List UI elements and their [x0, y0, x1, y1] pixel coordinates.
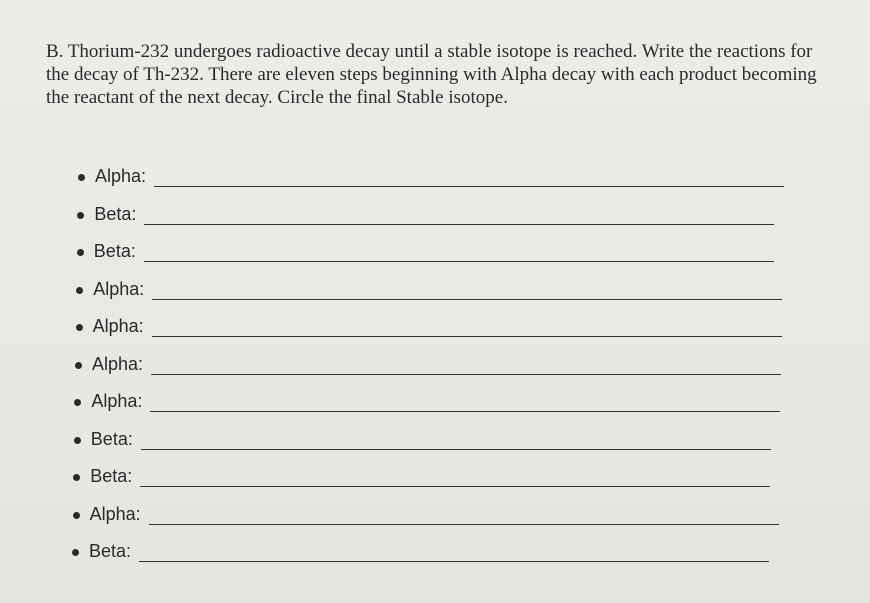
- answer-line: [151, 318, 782, 337]
- bullet: [76, 286, 84, 294]
- answer-line: [143, 243, 774, 262]
- step-row: Alpha:: [76, 278, 783, 300]
- answer-line: [150, 393, 781, 412]
- bullet: [75, 324, 83, 331]
- bullet: [76, 249, 84, 256]
- bullet: [74, 399, 82, 406]
- step-label: Beta:: [93, 241, 136, 261]
- step-row: Alpha:: [75, 353, 782, 375]
- step-label: Alpha:: [91, 391, 143, 411]
- step-label: Beta:: [90, 466, 133, 486]
- bullet: [72, 511, 80, 519]
- bullet: [72, 549, 79, 556]
- answer-line: [152, 281, 783, 300]
- answer-line: [154, 168, 785, 187]
- step-row: Alpha:: [74, 391, 781, 412]
- step-row: Alpha:: [75, 316, 782, 337]
- step-label: Alpha:: [92, 316, 144, 336]
- step-label: Alpha:: [93, 278, 145, 299]
- bullet: [77, 211, 85, 219]
- bullet: [78, 174, 85, 181]
- step-row: Beta:: [73, 428, 771, 450]
- bullet: [75, 361, 82, 369]
- step-label: Alpha:: [92, 353, 144, 374]
- bullet: [73, 436, 81, 444]
- answer-line: [148, 506, 779, 525]
- step-label: Beta:: [90, 428, 133, 449]
- step-label: Alpha:: [95, 166, 147, 186]
- step-row: Alpha:: [78, 166, 785, 187]
- answer-line: [151, 356, 782, 375]
- answer-line: [140, 468, 771, 487]
- step-label: Beta:: [89, 541, 132, 561]
- step-row: Alpha:: [72, 503, 779, 525]
- step-label: Alpha:: [89, 503, 141, 524]
- step-row: Beta:: [76, 241, 774, 262]
- answer-line: [139, 543, 770, 562]
- question-text: B. Thorium-232 undergoes radioactive dec…: [46, 41, 817, 108]
- answer-line: [144, 206, 775, 225]
- step-row: Beta:: [72, 541, 770, 562]
- step-label: Beta:: [94, 203, 137, 224]
- answer-line: [140, 431, 771, 450]
- step-row: Beta:: [77, 203, 775, 225]
- bullet: [73, 474, 81, 481]
- step-row: Beta:: [73, 466, 771, 487]
